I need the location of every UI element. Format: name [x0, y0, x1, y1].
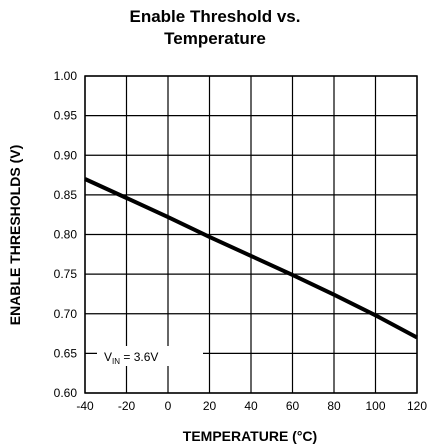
- y-tick-label: 0.65: [54, 346, 78, 360]
- annotation: VIN = 3.6V: [97, 346, 203, 366]
- x-tick-label: 60: [286, 399, 300, 413]
- y-tick-label: 1.00: [54, 69, 78, 83]
- chart-title-line-2: Temperature: [164, 29, 266, 48]
- annotation-bg: [97, 346, 203, 366]
- x-tick-label: 80: [327, 399, 341, 413]
- y-tick-label: 0.90: [54, 148, 78, 162]
- x-tick-label: 20: [203, 399, 217, 413]
- x-tick-label: 0: [165, 399, 172, 413]
- grid: [84, 75, 418, 394]
- series-line: [84, 177, 418, 340]
- annotation-text: VIN = 3.6V: [104, 350, 158, 366]
- y-tick-label: 0.60: [54, 386, 78, 400]
- x-tick-label: 120: [407, 399, 427, 413]
- x-tick-label: -20: [118, 399, 136, 413]
- y-tick-label: 0.70: [54, 307, 78, 321]
- chart-title: Enable Threshold vs. Temperature: [0, 6, 430, 50]
- series: [84, 177, 418, 340]
- plot-border: [84, 75, 418, 394]
- y-tick-label: 0.80: [54, 228, 78, 242]
- y-tick-label: 0.75: [54, 267, 78, 281]
- chart-title-line-1: Enable Threshold vs.: [129, 7, 301, 26]
- x-tick-label: -40: [76, 399, 94, 413]
- y-axis-label: ENABLE THRESHOLDS (V): [7, 145, 23, 325]
- y-tick-label: 0.85: [54, 188, 78, 202]
- x-tick-label: 100: [365, 399, 385, 413]
- tick-labels: -40 -20 0 20 40 60 80 100 120 0.60 0.65 0.70 0.75 0.8…: [54, 69, 428, 413]
- x-tick-label: 40: [244, 399, 258, 413]
- x-axis-label: TEMPERATURE (°C): [183, 428, 317, 444]
- y-tick-label: 0.95: [54, 109, 78, 123]
